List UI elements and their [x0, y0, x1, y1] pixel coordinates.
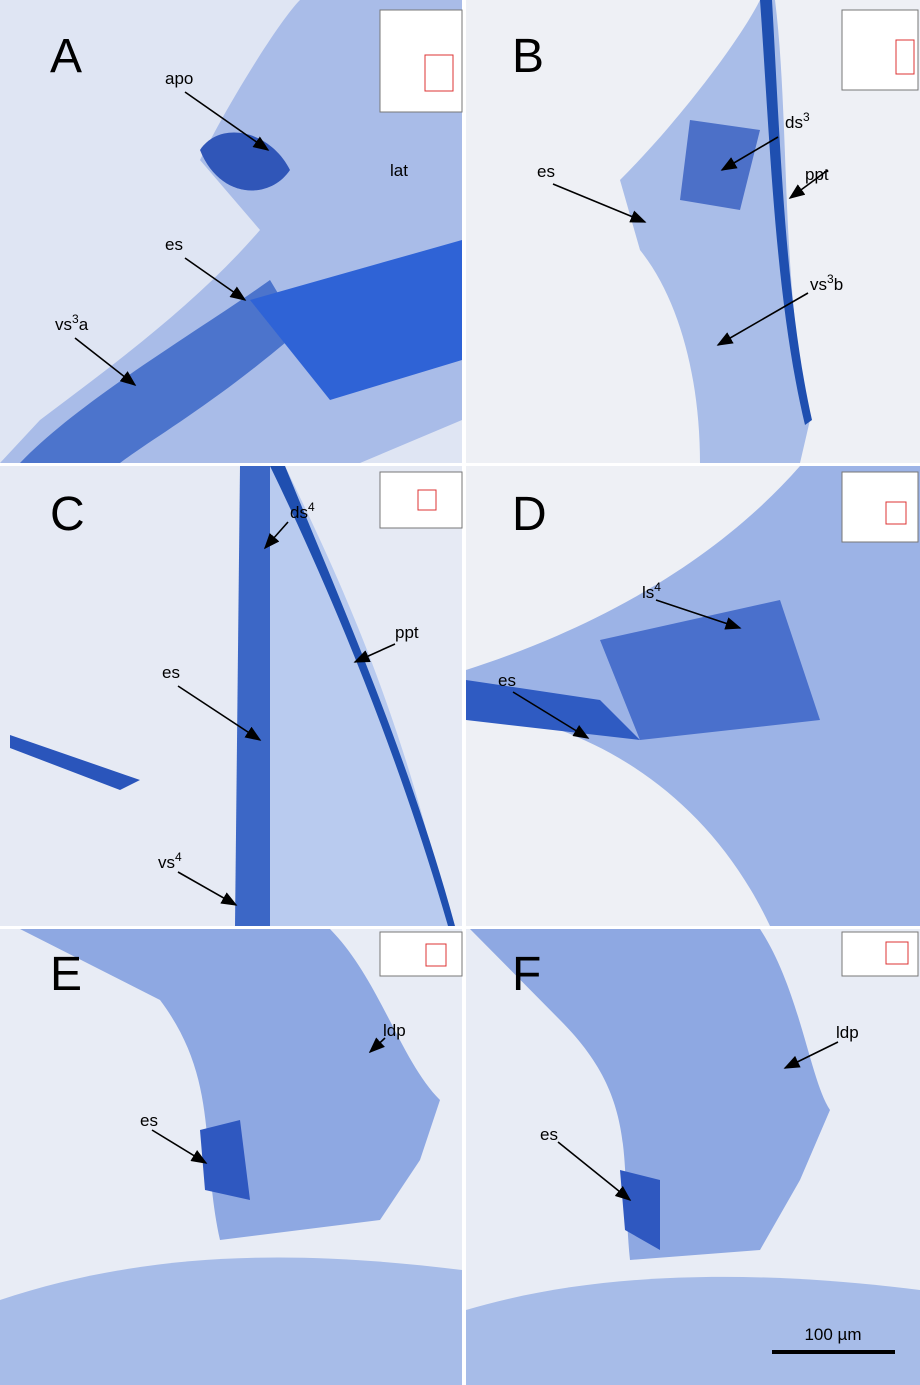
annotation-base: vs [810, 275, 827, 294]
annotation-sup: 3 [803, 110, 810, 124]
figure: 100 µm Aapolatesvs3aBds3pptesvs3bCds4ppt… [0, 0, 920, 1385]
annotation-base: vs [55, 315, 72, 334]
annotation-base: ds [290, 503, 308, 522]
annotation-base: ppt [805, 165, 829, 184]
panel-letter: D [512, 488, 547, 541]
annotation-base: apo [165, 69, 193, 88]
annotation-sup: 4 [654, 580, 661, 594]
annotation-base: lat [390, 161, 408, 180]
scale-bar-label: 100 µm [804, 1325, 861, 1344]
annotation-label: ppt [805, 165, 829, 184]
annotation-label: es [540, 1125, 558, 1144]
annotation-label: es [537, 162, 555, 181]
annotation-base: es [498, 671, 516, 690]
annotation-base: es [537, 162, 555, 181]
annotation-base: ldp [383, 1021, 406, 1040]
annotation-label: es [498, 671, 516, 690]
panel-letter: A [50, 30, 82, 83]
annotation-sup: 4 [308, 500, 315, 514]
panel-letter: B [512, 30, 544, 83]
annotation-base: ldp [836, 1023, 859, 1042]
panel-letter: C [50, 488, 85, 541]
panel-letter: F [512, 948, 541, 1001]
annotation-label: es [165, 235, 183, 254]
annotation-base: vs [158, 853, 175, 872]
annotation-label: es [140, 1111, 158, 1130]
annotation-label: vs3a [55, 312, 89, 334]
annotation-base: ppt [395, 623, 419, 642]
panel-letter: E [50, 948, 82, 1001]
annotation-base: es [165, 235, 183, 254]
annotation-label: ppt [395, 623, 419, 642]
annotation-base: ls [642, 583, 654, 602]
annotation-label: ldp [383, 1021, 406, 1040]
annotation-label: ldp [836, 1023, 859, 1042]
annotation-tail: b [834, 275, 843, 294]
annotation-label: vs3b [810, 272, 843, 294]
annotation-base: es [140, 1111, 158, 1130]
annotation-label: es [162, 663, 180, 682]
annotation-label: lat [390, 161, 408, 180]
annotation-label: apo [165, 69, 193, 88]
annotation-base: ds [785, 113, 803, 132]
annotation-sup: 4 [175, 850, 182, 864]
annotation-base: es [162, 663, 180, 682]
annotation-base: es [540, 1125, 558, 1144]
annotation-tail: a [79, 315, 89, 334]
